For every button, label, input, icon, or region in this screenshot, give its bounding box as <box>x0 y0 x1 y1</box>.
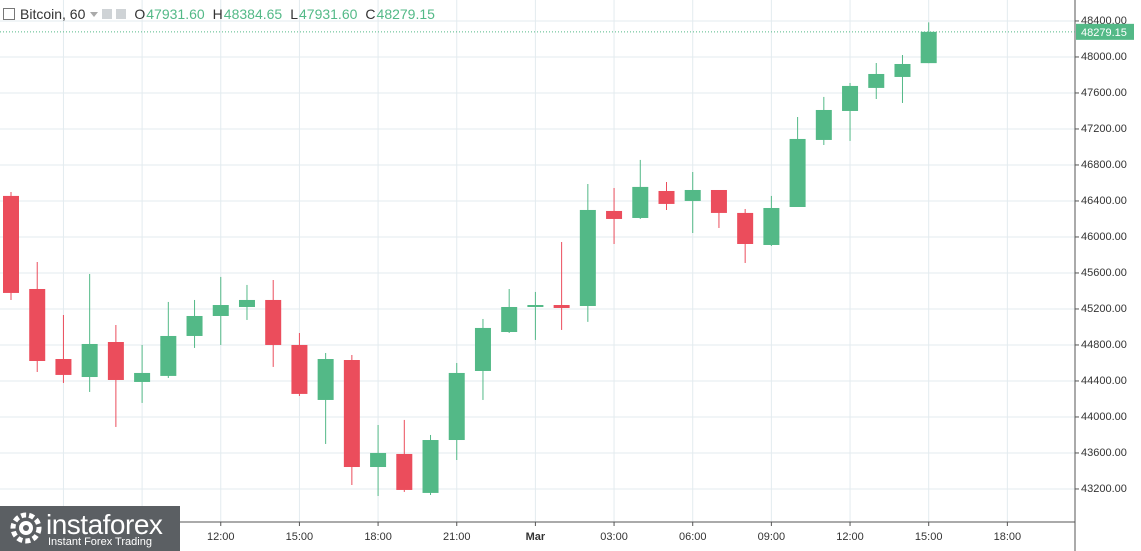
ohlc-value: 47931.60 <box>146 6 205 22</box>
ohlc-key: L <box>290 6 298 22</box>
candle-body <box>370 452 387 468</box>
candle-body <box>186 315 203 336</box>
y-tick-label: 47200.00 <box>1081 123 1127 135</box>
ohlc-key: H <box>212 6 223 22</box>
candle-body <box>265 299 282 345</box>
candle-body <box>894 63 911 77</box>
candle-body <box>317 359 334 400</box>
x-tick-label: 21:00 <box>443 531 471 543</box>
y-tick-label: 46400.00 <box>1081 195 1127 207</box>
candle-body <box>737 212 754 244</box>
hide-icon[interactable] <box>116 9 127 19</box>
ohlc-key: C <box>365 6 376 22</box>
candle-body <box>81 343 98 378</box>
candle-body <box>684 189 701 201</box>
x-tick-label: Mar <box>526 531 546 543</box>
candle-body <box>789 138 806 207</box>
candle-body <box>396 453 413 490</box>
candle-body <box>474 327 491 371</box>
y-tick-label: 43200.00 <box>1081 483 1127 495</box>
y-tick-label: 44800.00 <box>1081 339 1127 351</box>
settings-icon[interactable] <box>102 9 113 19</box>
candle-body <box>763 207 780 245</box>
candle-body <box>238 299 255 307</box>
candle-body <box>422 440 439 493</box>
candle-body <box>658 190 675 204</box>
x-tick-label: 09:00 <box>758 531 786 543</box>
ohlc-value: 48384.65 <box>223 6 283 22</box>
candle-body <box>553 305 570 308</box>
plot-background <box>0 0 1075 522</box>
candle-body <box>448 372 465 441</box>
logo-tagline: Instant Forex Trading <box>48 536 152 548</box>
x-tick-label: 15:00 <box>286 531 314 543</box>
x-tick-label: 18:00 <box>364 531 392 543</box>
candle-body <box>134 372 151 382</box>
y-tick-label: 45600.00 <box>1081 267 1127 279</box>
y-tick-label: 43600.00 <box>1081 447 1127 459</box>
x-tick-label: 15:00 <box>915 531 943 543</box>
y-tick-label: 46000.00 <box>1081 231 1127 243</box>
x-tick-label: 03:00 <box>600 531 628 543</box>
y-tick-label: 44000.00 <box>1081 411 1127 423</box>
candle-body <box>527 305 544 307</box>
candle-body <box>815 109 832 140</box>
candle-body <box>55 359 72 375</box>
ohlc-key: O <box>134 6 146 22</box>
candle-body <box>579 209 596 306</box>
candle-body <box>3 195 19 293</box>
candle-body <box>868 73 885 88</box>
y-tick-label: 44400.00 <box>1081 375 1127 387</box>
candle-body <box>842 85 859 111</box>
x-tick-label: 12:00 <box>207 531 235 543</box>
y-tick-label: 48000.00 <box>1081 51 1127 63</box>
last-price-box <box>1076 23 1134 40</box>
candle-body <box>606 210 623 219</box>
x-tick-label: 18:00 <box>994 531 1022 543</box>
candle-body <box>343 360 360 468</box>
candle-body <box>501 306 518 333</box>
logo: instaforex Instant Forex Trading <box>0 506 180 551</box>
x-tick-label: 06:00 <box>679 531 707 543</box>
y-tick-label: 45200.00 <box>1081 303 1127 315</box>
x-tick-label: 12:00 <box>836 531 864 543</box>
logo-name: instaforex <box>46 509 163 540</box>
legend: Bitcoin, 60 O47931.60 H48384.65 L47931.60 C… <box>3 6 435 22</box>
logo-icon <box>10 512 42 544</box>
collapse-icon[interactable] <box>3 8 15 20</box>
candle-body <box>920 31 937 64</box>
candle-body <box>29 288 46 361</box>
ohlc-value: 47931.60 <box>299 6 358 22</box>
y-tick-label: 47600.00 <box>1081 87 1127 99</box>
ohlc-values: O47931.60 H48384.65 L47931.60 C48279.15 <box>126 6 435 22</box>
candle-body <box>160 335 177 376</box>
ohlc-value: 48279.15 <box>376 6 435 22</box>
dropdown[interactable] <box>90 11 99 17</box>
candle-body <box>107 342 124 380</box>
candle-body <box>212 305 229 316</box>
symbol: Bitcoin, 60 <box>20 6 86 22</box>
candle-body <box>710 189 727 213</box>
candle-body <box>291 344 308 394</box>
y-tick-label: 46800.00 <box>1081 159 1127 171</box>
candle-body <box>632 186 649 218</box>
last-price-label: 48279.15 <box>1081 27 1127 39</box>
